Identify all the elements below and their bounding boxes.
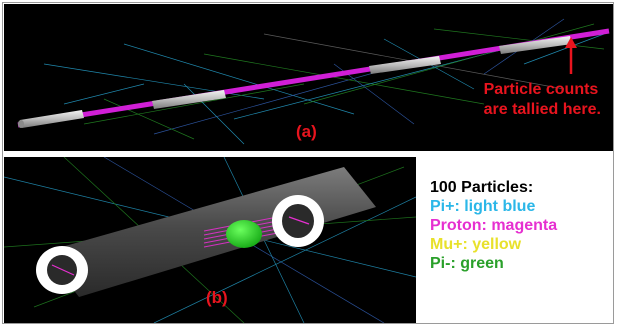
figure-frame	[2, 2, 614, 324]
tally-note-line1: Particle counts	[483, 81, 599, 98]
panel-a-beamline-view: Particle counts are tallied here. (a)	[4, 4, 613, 151]
tally-note-line2: are tallied here.	[483, 101, 601, 118]
tally-note: Particle counts are tallied here.	[484, 80, 601, 120]
legend-item-proton: Proton: magenta	[430, 217, 558, 234]
arrow-head	[565, 37, 577, 48]
legend-item-mu-plus: Mu+: yellow	[430, 236, 522, 253]
panel-b-closeup-view: (b)	[4, 157, 416, 323]
beamline-illustration	[17, 18, 610, 145]
closeup-illustration	[4, 157, 416, 323]
legend-item-pi-minus: Pi-: green	[430, 255, 504, 272]
particle-sphere	[226, 220, 262, 248]
pipe-segments	[18, 36, 572, 128]
panel-a-caption: (a)	[296, 122, 317, 141]
pipe-rings	[36, 195, 324, 294]
panel-b-caption: (b)	[206, 288, 228, 307]
beam-pipe-tube	[44, 167, 376, 297]
legend-title: 100 Particles:	[430, 179, 534, 196]
particle-legend: 100 Particles: Pi+: light blue Proton: m…	[430, 178, 557, 273]
legend-item-pi-plus: Pi+: light blue	[430, 198, 536, 215]
